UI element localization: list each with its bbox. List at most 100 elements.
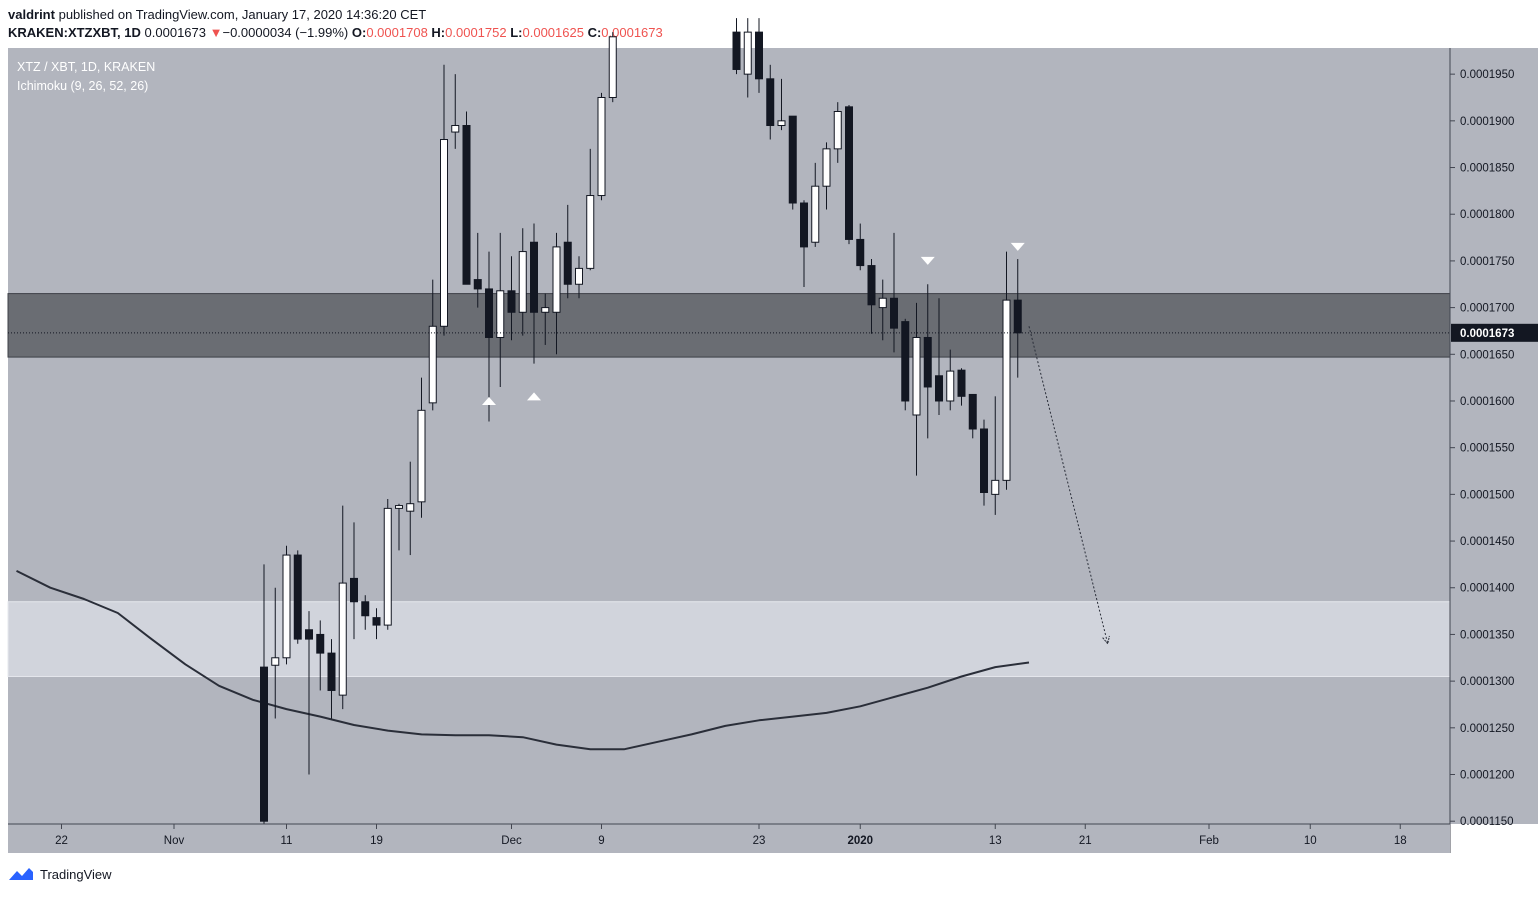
publish-line: valdrint published on TradingView.com, J… [8,6,663,24]
high-label: H: [431,25,446,40]
candle [1002,251,1011,490]
candle [518,228,527,336]
candle [293,550,302,644]
projection-line[interactable] [1028,326,1109,644]
candle [395,503,403,551]
price-tick-label: 0.0001800 [1460,209,1514,221]
close-label: C: [587,25,602,40]
candle [575,256,583,299]
candle-body [496,290,505,338]
candle-body [811,185,820,243]
candle [968,393,977,439]
down-arrow-icon: ▼ [209,25,223,40]
ohlc-line: KRAKEN:XTZXBT, 1D 0.0001673 ▼−0.0000034 … [8,24,663,42]
candle [766,64,775,140]
tradingview-logo-icon [9,868,33,880]
footer-brand-label: TradingView [40,866,112,882]
triangle-up-marker [482,396,496,405]
time-axis-panel[interactable] [8,824,1450,853]
candle [563,204,572,299]
candle-body [867,265,876,306]
price-tick-label: 0.0001550 [1460,443,1514,455]
candle-body [451,125,460,133]
candle [935,298,943,415]
candle-body [552,246,561,313]
candle [428,279,437,411]
candle [833,102,842,163]
candle-body [282,554,291,659]
candle-body [833,110,842,150]
candle [811,162,820,247]
candle [923,284,932,439]
candle-body [271,657,280,666]
indicator-legend[interactable]: Ichimoku (9, 26, 52, 26) [17,79,148,93]
candle-body [406,503,415,512]
candle-body [732,31,741,70]
price-axis-panel[interactable] [1450,48,1538,824]
candle [991,396,1000,515]
candle [260,564,268,850]
candle-body [957,369,966,397]
candle [822,142,831,210]
candle [507,256,516,341]
candle [440,64,448,336]
price-tick-label: 0.0001850 [1460,163,1514,175]
candle [743,18,752,98]
price-tick-label: 0.0001900 [1460,116,1514,128]
candle-body [541,307,550,313]
candle-body [822,148,831,187]
close-value: 0.0001673 [601,25,663,40]
candle-body [563,241,572,285]
candle [316,620,325,691]
candle-body [338,582,347,696]
candle-body [968,393,977,430]
candle-body [777,120,786,127]
low-label: L: [510,25,523,40]
candle-body [766,78,775,127]
candle-body [912,336,921,416]
candle-body [361,601,370,617]
time-tick-label: 11 [281,835,293,847]
price-change: −0.0000034 (−1.99%) [222,25,349,40]
candle-body [890,297,898,329]
price-tick-label: 0.0001650 [1460,349,1514,361]
time-tick-label: Dec [501,835,522,847]
open-value: 0.0001708 [366,25,428,40]
candle [586,148,595,271]
candle [473,232,482,308]
candle-body [293,554,302,640]
candle [755,18,763,93]
time-tick-label: 19 [370,835,383,847]
candle-body [800,202,808,248]
candle-body [991,479,1000,495]
candle-body [417,409,426,503]
resistance-zone[interactable] [7,293,1451,358]
candle-body [395,505,403,509]
time-tick-label: 22 [55,835,68,847]
chart-legend-title: XTZ / XBT, 1D, KRAKEN [17,60,155,74]
candle [788,115,797,210]
candle-body [1013,299,1022,334]
support-zone[interactable] [7,601,1451,677]
candle [451,74,460,149]
candle [361,595,370,630]
candle [530,223,538,364]
time-tick-label: 18 [1394,835,1407,847]
candle [777,78,786,131]
candle [485,251,493,422]
candle-body [856,238,865,267]
footer-brand[interactable]: TradingView [8,864,112,884]
candle-body [878,297,887,309]
last-price: 0.0001673 [144,25,206,40]
price-tick-label: 0.0001400 [1460,583,1514,595]
candle-body [507,290,516,313]
price-tick-label: 0.0001300 [1460,676,1514,688]
candle-body [755,31,763,80]
last-price-label: 0.0001673 [1460,328,1514,340]
author-name[interactable]: valdrint [8,7,55,22]
candle-body [575,267,583,285]
price-tick-label: 0.0001250 [1460,723,1514,735]
candle [597,92,606,201]
